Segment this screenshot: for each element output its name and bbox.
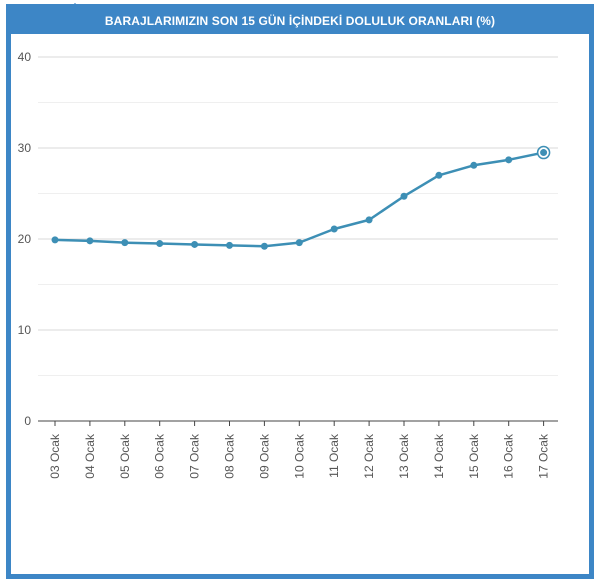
data-point bbox=[86, 237, 94, 245]
chart-title: BARAJLARIMIZIN SON 15 GÜN İÇİNDEKİ DOLUL… bbox=[104, 14, 496, 28]
x-tick-label: 14 Ocak bbox=[432, 433, 446, 479]
x-tick-label: 06 Ocak bbox=[153, 433, 167, 479]
data-point bbox=[156, 240, 164, 248]
data-point bbox=[295, 239, 303, 247]
x-tick-label: 10 Ocak bbox=[292, 433, 306, 479]
series-line bbox=[54, 151, 544, 248]
x-tick-label: 15 Ocak bbox=[467, 433, 481, 479]
data-point bbox=[400, 192, 408, 200]
x-tick-label: 05 Ocak bbox=[118, 433, 132, 479]
y-axis: 0 10 20 30 40 bbox=[18, 50, 32, 428]
x-axis: 03 Ocak 04 Ocak 05 Ocak 06 Ocak 07 Ocak 08 Oc… bbox=[48, 421, 551, 479]
grid-lines bbox=[38, 56, 558, 422]
data-point bbox=[260, 242, 268, 250]
x-tick-label: 07 Ocak bbox=[188, 433, 202, 479]
data-point bbox=[505, 156, 513, 164]
data-point bbox=[365, 216, 373, 224]
data-point bbox=[470, 161, 478, 169]
y-tick-label: 0 bbox=[24, 414, 31, 428]
chart-frame: BARAJLARIMIZIN SON 15 GÜN İÇİNDEKİ DOLUL… bbox=[6, 3, 594, 579]
x-tick-label: 12 Ocak bbox=[362, 433, 376, 479]
x-tick-label: 04 Ocak bbox=[83, 433, 97, 479]
data-point bbox=[435, 171, 443, 179]
data-point bbox=[226, 241, 233, 249]
x-tick-label: 17 Ocak bbox=[537, 433, 551, 479]
chart-header: BARAJLARIMIZIN SON 15 GÜN İÇİNDEKİ DOLUL… bbox=[11, 3, 589, 34]
data-point bbox=[540, 149, 548, 157]
x-tick-label: 03 Ocak bbox=[48, 433, 62, 479]
x-tick-label: 16 Ocak bbox=[502, 433, 516, 479]
x-tick-label: 13 Ocak bbox=[397, 433, 411, 479]
x-tick-label: 08 Ocak bbox=[223, 433, 237, 479]
y-tick-label: 40 bbox=[18, 50, 32, 64]
y-tick-label: 20 bbox=[18, 232, 32, 246]
y-tick-label: 10 bbox=[18, 323, 32, 337]
x-tick-label: 11 Ocak bbox=[327, 433, 341, 478]
data-point bbox=[330, 225, 338, 233]
data-point bbox=[51, 236, 59, 244]
y-tick-label: 30 bbox=[18, 141, 32, 155]
data-point bbox=[121, 239, 129, 247]
header-notch bbox=[68, 3, 82, 9]
series-layer bbox=[51, 145, 551, 250]
x-tick-label: 09 Ocak bbox=[257, 433, 271, 479]
data-point bbox=[191, 240, 199, 248]
